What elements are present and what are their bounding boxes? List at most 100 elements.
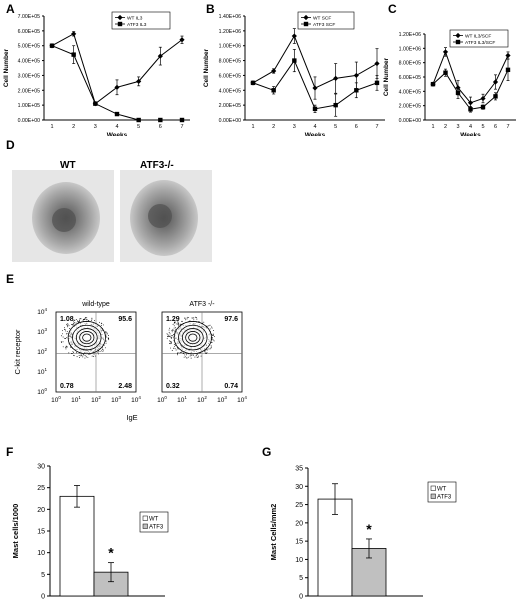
scatter-dot [170, 347, 172, 349]
legend-swatch [430, 485, 436, 491]
scatter-dot [66, 337, 68, 339]
scatter-dot [105, 333, 107, 335]
scatter-dot [68, 352, 70, 354]
scatter-dot [196, 317, 197, 319]
scatter-dot [173, 327, 175, 329]
x-tick-label: 103 [217, 395, 227, 404]
x-tick-label: 103 [111, 395, 121, 404]
legend-label: WT SCF [313, 15, 331, 21]
x-tick-label: 102 [91, 395, 101, 404]
legend-marker [455, 32, 461, 39]
scatter-dot [174, 330, 176, 332]
scatter-dot [67, 325, 68, 327]
data-point [354, 88, 359, 93]
scatter-dot [76, 318, 78, 320]
y-tick-label: 2.00E+05 [18, 88, 40, 94]
scatter-dot [79, 357, 80, 359]
y-tick-label: 1.20E+06 [399, 32, 421, 38]
x-tick-label: 3 [456, 124, 459, 130]
legend-swatch [142, 523, 148, 529]
x-tick-exponent: 0 [58, 395, 61, 400]
x-tick-label: 2 [444, 124, 447, 130]
scatter-dot [66, 324, 68, 326]
scatter-dot [73, 354, 75, 356]
scatter-dot [175, 349, 177, 351]
scatter-dot [102, 349, 104, 351]
scatter-dot [178, 325, 179, 327]
x-tick-exponent: 3 [224, 395, 227, 400]
scatter-dot [177, 321, 179, 323]
x-tick-label: 2 [72, 124, 75, 130]
scatter-dot [209, 348, 211, 350]
scatter-dot [91, 355, 93, 357]
chart-g: 0 5 10 15 20 25 30 35 Mast Cells/mm2 * WT ATF3 [269, 466, 457, 601]
scatter-dot [207, 348, 209, 350]
scatter-dot [172, 335, 173, 337]
scatter-dot [186, 357, 188, 359]
scatter-dot [72, 351, 74, 352]
x-tick-label: 7 [506, 124, 509, 130]
micrograph-atf3-label: ATF3-/- [140, 160, 174, 171]
scatter-dot [64, 338, 66, 339]
scatter-dot [86, 317, 88, 319]
legend-label: WT [437, 486, 447, 492]
y-tick-label: 5 [299, 575, 303, 582]
scatter-dot [73, 352, 75, 354]
scatter-dot [99, 321, 100, 323]
scatter-dot [192, 354, 194, 356]
scatter-dot [169, 343, 171, 345]
contour [188, 333, 198, 342]
y-tick-label: 1.00E+06 [399, 46, 421, 52]
data-point [271, 88, 276, 93]
scatter-dot [168, 335, 170, 337]
scatter-dot [213, 330, 214, 332]
y-tick-label: 103 [37, 327, 47, 336]
micrograph-wt-label: WT [60, 160, 76, 171]
scatter-dot [193, 319, 195, 321]
data-point [455, 90, 461, 95]
scatter-dot [64, 329, 66, 331]
scatter-dot [179, 323, 181, 325]
scatter-dot [100, 325, 102, 327]
y-tick-label: 0.00E+00 [399, 118, 421, 124]
x-tick-label: 104 [131, 395, 141, 404]
scatter-dot [71, 353, 73, 354]
scatter-dot [175, 323, 177, 325]
y-tick-label: 7.00E+05 [18, 14, 40, 20]
scatter-dot [62, 333, 64, 335]
scatter-dot [195, 355, 197, 357]
y-tick-label: 102 [37, 347, 47, 356]
y-tick-label: 101 [37, 367, 47, 376]
panel-letter-a: A [6, 2, 15, 16]
scatter-dot [170, 342, 172, 344]
y-tick-label: 25 [295, 502, 303, 509]
chart-b: 0.00E+00 2.00E+05 4.00E+05 6.00E+05 8.00E+05… [203, 11, 385, 136]
scatter-dot [195, 316, 197, 318]
scatter-dot [72, 323, 74, 324]
scatter-dot [205, 352, 207, 354]
y-tick-label: 8.00E+05 [219, 59, 241, 65]
y-tick-label: 6.00E+05 [399, 75, 421, 81]
flow-plot-title: wild-type [81, 301, 110, 308]
scatter-dot [62, 346, 64, 348]
scatter-dot [176, 323, 178, 325]
scatter-dot [170, 338, 172, 340]
scatter-dot [192, 317, 194, 319]
legend-label: ATF3 [149, 524, 164, 530]
quadrant-lr: 2.48 [118, 383, 132, 390]
chart-c: 0.00E+00 2.00E+05 4.00E+05 6.00E+05 8.00E+05… [383, 29, 516, 136]
scatter-dot [89, 353, 91, 355]
x-tick-label: 4 [115, 124, 118, 130]
panel-letter-b: B [206, 2, 215, 16]
scatter-dot [85, 355, 87, 357]
contour [82, 333, 92, 342]
scatter-dot [62, 330, 63, 332]
x-tick-label: 3 [293, 124, 296, 130]
scatter-dot [105, 336, 107, 338]
scatter-dot [78, 354, 80, 356]
scatter-dot [87, 319, 89, 321]
scatter-dot [206, 349, 208, 351]
scatter-dot [102, 350, 104, 352]
data-point [468, 107, 473, 112]
scatter-dot [167, 335, 169, 337]
